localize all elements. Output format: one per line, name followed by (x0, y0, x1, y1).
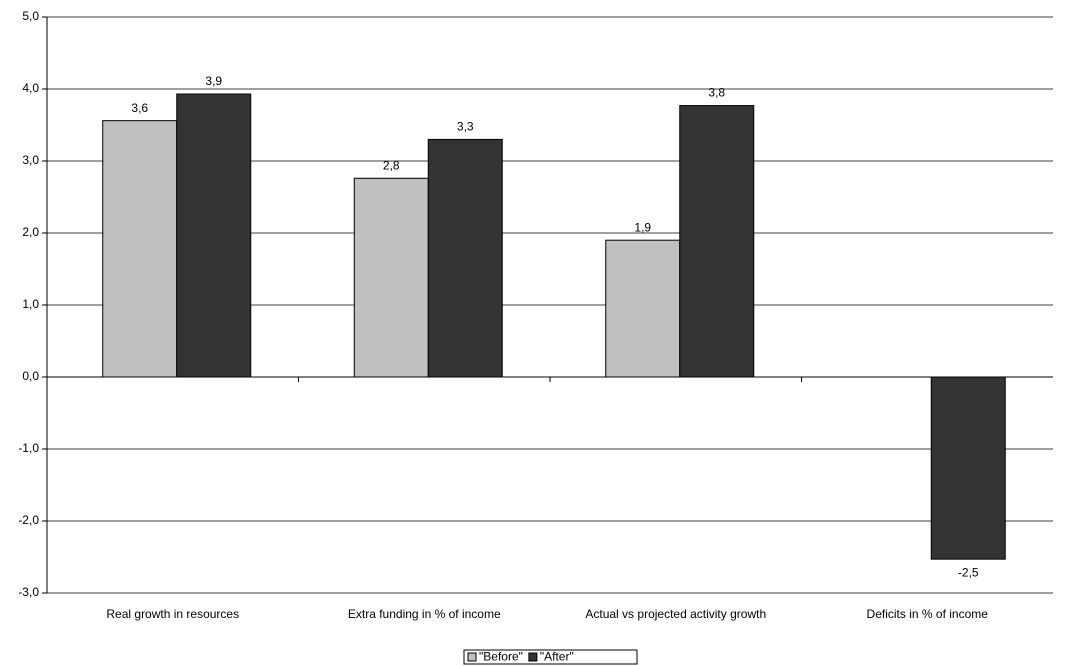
value-label: 2,8 (383, 158, 400, 172)
value-label: 3,6 (131, 101, 148, 115)
y-tick-label: 2,0 (22, 225, 39, 239)
bar (102, 120, 178, 378)
y-tick-label: 4,0 (22, 81, 39, 95)
y-tick-label: 0,0 (22, 369, 39, 383)
y-tick-label: -3,0 (18, 585, 39, 599)
value-label: -2,5 (958, 565, 979, 579)
bar (427, 138, 503, 378)
x-tick-label: Actual vs projected activity growth (585, 607, 766, 621)
y-tick-label: 3,0 (22, 153, 39, 167)
bar (679, 105, 755, 378)
legend-box (463, 649, 638, 665)
value-label: 3,8 (708, 86, 725, 100)
y-tick-label: 5,0 (22, 9, 39, 23)
y-tick-label: -2,0 (18, 513, 39, 527)
bar (930, 376, 1006, 560)
bar (353, 177, 429, 378)
legend-label: "Before" (479, 650, 523, 664)
bar (605, 239, 681, 378)
value-label: 3,9 (205, 74, 222, 88)
legend-label: "After" (540, 650, 574, 664)
value-label: 1,9 (634, 220, 651, 234)
legend-swatch (467, 652, 477, 662)
y-tick-label: 1,0 (22, 297, 39, 311)
value-label: 3,3 (457, 120, 474, 134)
x-tick-label: Real growth in resources (106, 607, 239, 621)
y-tick-label: -1,0 (18, 441, 39, 455)
legend-swatch (528, 652, 538, 662)
bar (176, 93, 252, 378)
x-tick-label: Deficits in % of income (867, 607, 989, 621)
x-tick-label: Extra funding in % of income (348, 607, 501, 621)
